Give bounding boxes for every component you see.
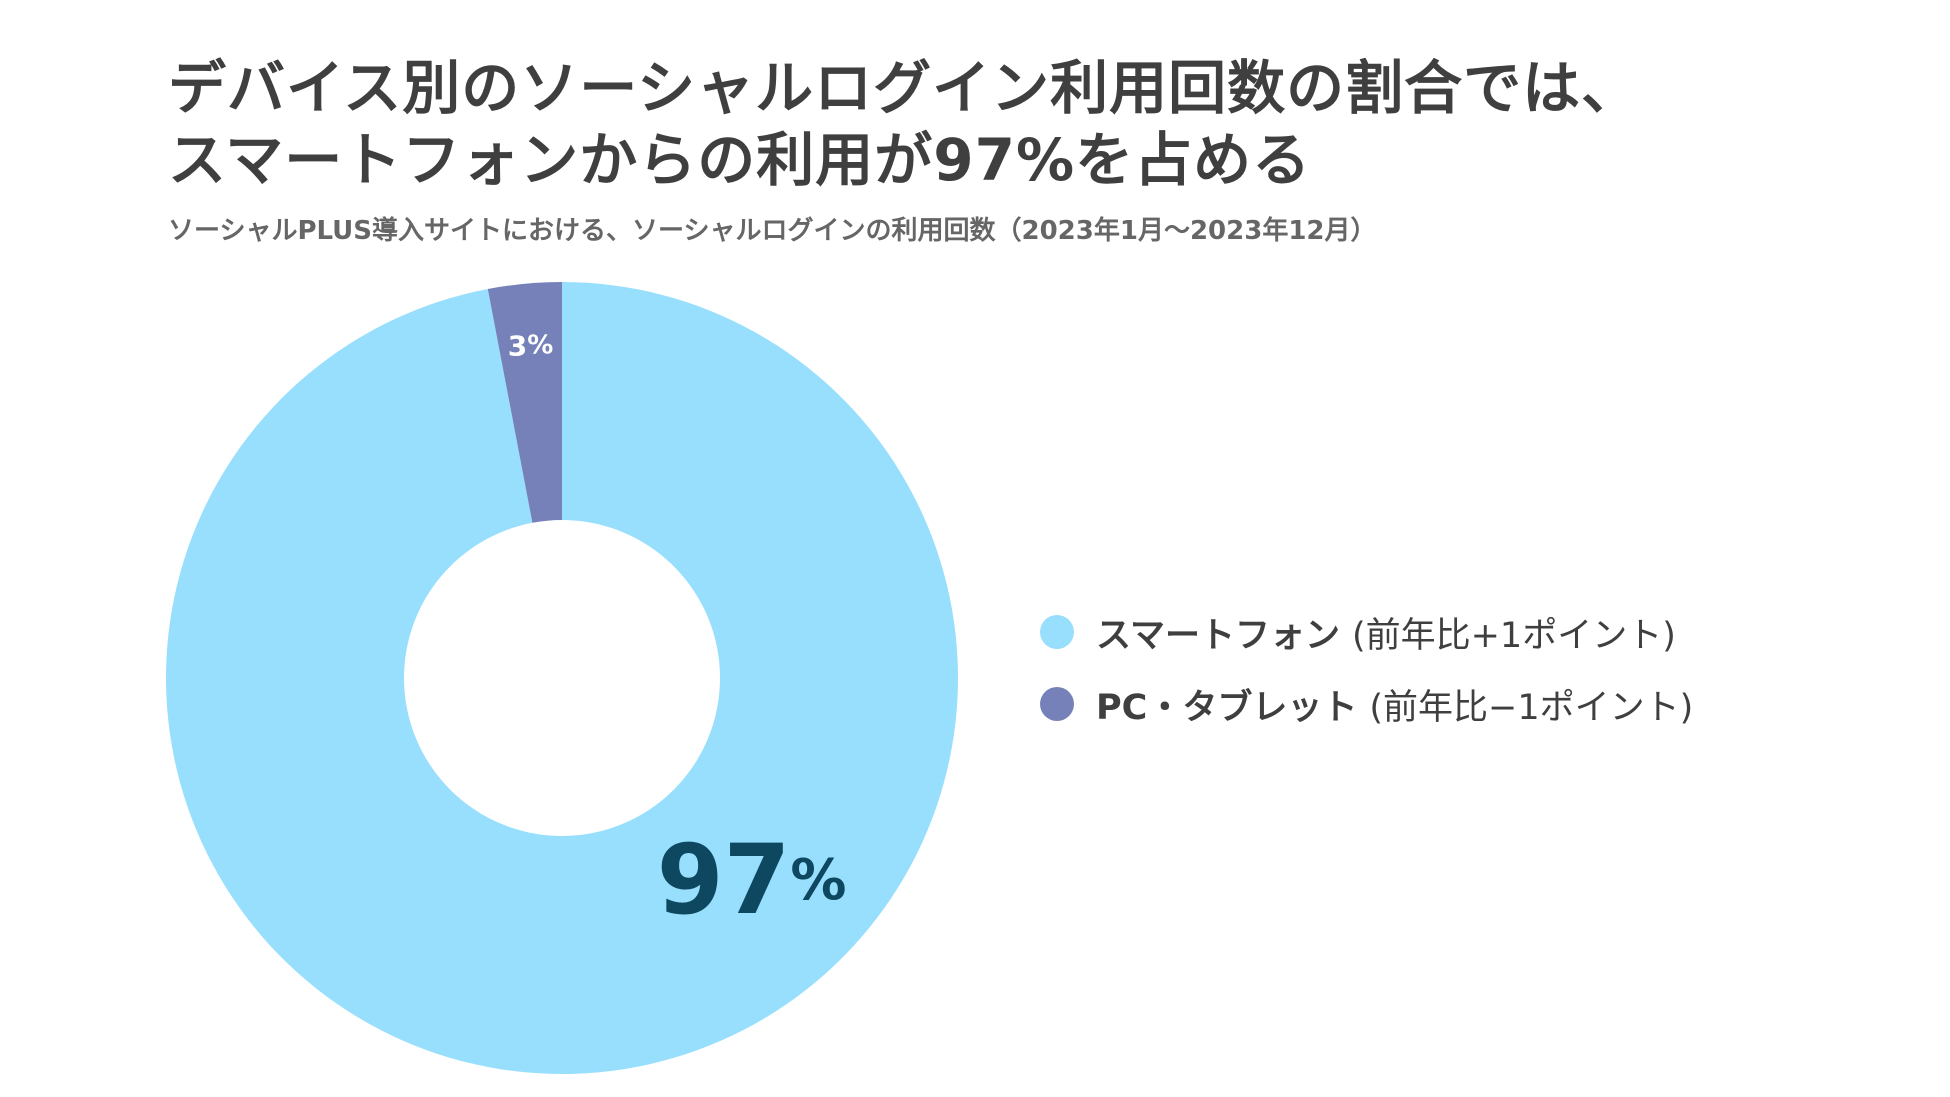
chart-title-line-1: デバイス別のソーシャルログイン利用回数の割合では、 xyxy=(168,54,1641,122)
chart-legend: スマートフォン (前年比+1ポイント) PC・タブレット (前年比−1ポイント) xyxy=(1040,612,1693,756)
legend-swatch-pc-tablet xyxy=(1040,687,1074,721)
legend-label-pc-tablet: PC・タブレット xyxy=(1096,687,1358,728)
legend-note-smartphone: (前年比+1ポイント) xyxy=(1351,615,1676,656)
data-label-pc-tablet: 3% xyxy=(508,329,554,362)
legend-label-smartphone: スマートフォン xyxy=(1096,615,1340,656)
data-label-value-pc-tablet: 3 xyxy=(508,329,527,362)
data-label-smartphone: 97% xyxy=(657,824,847,936)
legend-note-pc-tablet: (前年比−1ポイント) xyxy=(1369,687,1694,728)
data-label-unit-smartphone: % xyxy=(790,847,846,912)
legend-swatch-smartphone xyxy=(1040,615,1074,649)
legend-item-smartphone: スマートフォン (前年比+1ポイント) xyxy=(1040,612,1693,656)
chart-title-line-2: スマートフォンからの利用が97%を占める xyxy=(168,126,1312,194)
slice-pc-tablet xyxy=(487,282,562,523)
slice-smartphone xyxy=(166,282,959,1075)
legend-item-pc-tablet: PC・タブレット (前年比−1ポイント) xyxy=(1040,684,1693,728)
chart-title: デバイス別のソーシャルログイン利用回数の割合では、 スマートフォンからの利用が9… xyxy=(168,52,1640,196)
data-label-unit-pc-tablet: % xyxy=(527,330,553,360)
chart-subtitle: ソーシャルPLUS導入サイトにおける、ソーシャルログインの利用回数（2023年1… xyxy=(168,216,1377,246)
data-label-value-smartphone: 97 xyxy=(657,824,791,936)
